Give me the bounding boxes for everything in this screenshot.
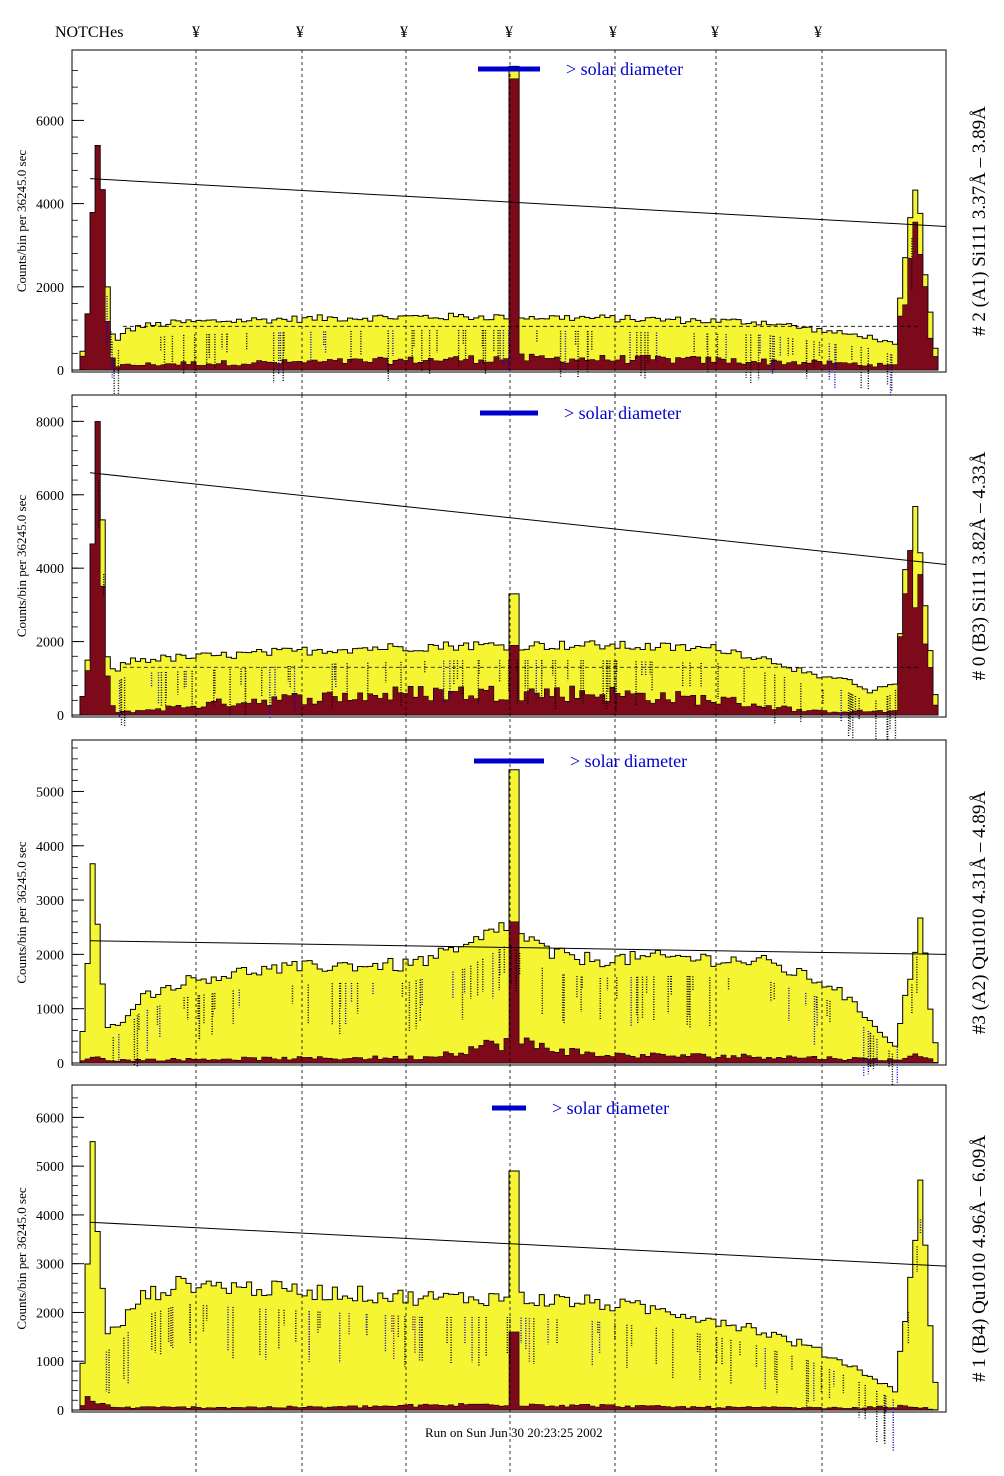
y-tick-label: 3000 [36,1258,64,1273]
solar-diameter-label: > solar diameter [552,1098,669,1118]
y-tick-label: 3000 [36,894,64,909]
y-tick-label: 4000 [36,562,64,577]
series-solar-counts [79,421,939,716]
series-solar-counts [79,921,939,1064]
y-tick-label: 0 [57,1057,64,1072]
notch-marker: ¥ [609,24,617,41]
y-axis-label: Counts/bin per 36245.0 sec [14,841,29,983]
y-axis-label: Counts/bin per 36245.0 sec [14,1187,29,1329]
panel-3: 0 1000 2000 3000 4000 5000 Counts/bin per 3624… [14,739,990,1103]
solar-diameter-label: > solar diameter [564,403,681,423]
y-tick-label: 6000 [36,114,64,129]
y-tick-label: 4000 [36,840,64,855]
panel-label: # 2 (A1) Si111 3.37Å – 3.89Å [969,106,990,336]
y-axis-label: Counts/bin per 36245.0 sec [14,150,29,292]
y-axis-label: Counts/bin per 36245.0 sec [14,495,29,637]
y-tick-label: 0 [57,709,64,724]
notch-markers: ¥ ¥ ¥ ¥ ¥ ¥ ¥ [192,24,822,41]
solar-diameter-label: > solar diameter [570,751,687,771]
y-tick-label: 0 [57,1404,64,1419]
trend-line [89,178,947,227]
y-tick-label: 2000 [36,281,64,296]
notches-label: NOTCHes [55,24,123,41]
panel-2: 0 2000 4000 6000 8000 Counts/bin per 36245.0 … [14,394,990,747]
y-tick-label: 0 [57,364,64,379]
y-tick-label: 2000 [36,1306,64,1321]
chart-panels: 0 2000 4000 6000 Counts/bin per 36245.0 sec #… [14,49,990,1472]
y-tick-label: 4000 [36,198,64,213]
panel-label: # 0 (B3) Si111 3.82Å – 4.33Å [969,451,990,680]
notch-marker: ¥ [505,24,513,41]
y-tick-label: 1000 [36,1355,64,1370]
trend-line [89,940,947,955]
trend-line [89,1221,947,1267]
panel-4: 0 1000 2000 3000 4000 5000 6000 Counts/bin per … [14,1084,990,1472]
y-tick-label: 1000 [36,1003,64,1018]
series-solar-counts [79,1331,939,1411]
series-total-counts [79,1141,939,1411]
y-tick-label: 5000 [36,785,64,800]
y-tick-label: 8000 [36,415,64,430]
series-total-counts [79,769,939,1064]
y-tick-label: 2000 [36,948,64,963]
series-solar-counts [79,78,939,371]
panel-label: # 1 (B4) Qu1010 4.96Å – 6.09Å [969,1135,990,1382]
notch-marker: ¥ [296,24,304,41]
notch-marker: ¥ [711,24,719,41]
run-timestamp: Run on Sun Jun 30 20:23:25 2002 [425,1425,603,1440]
y-tick-label: 6000 [36,489,64,504]
y-tick-label: 2000 [36,636,64,651]
notch-marker: ¥ [814,24,822,41]
y-tick-label: 4000 [36,1209,64,1224]
notch-marker: ¥ [192,24,200,41]
y-tick-label: 6000 [36,1111,64,1126]
notch-marker: ¥ [400,24,408,41]
trend-line [89,472,947,566]
solar-diameter-label: > solar diameter [566,59,683,79]
panel-label: #3 (A2) Qu1010 4.31Å – 4.89Å [969,791,990,1035]
y-tick-label: 5000 [36,1160,64,1175]
panel-1: 0 2000 4000 6000 Counts/bin per 36245.0 sec #… [14,49,990,406]
